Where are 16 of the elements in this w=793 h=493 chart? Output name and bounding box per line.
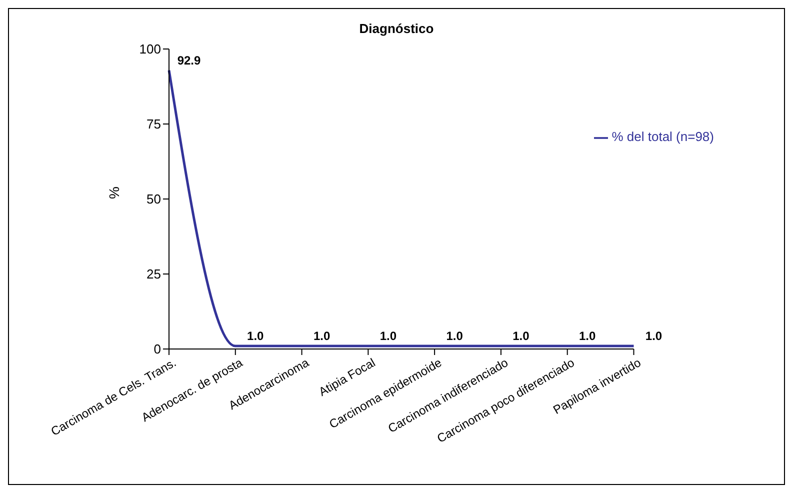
data-label: 1.0 bbox=[645, 329, 662, 343]
data-label: 1.0 bbox=[313, 329, 330, 343]
data-label: 1.0 bbox=[380, 329, 397, 343]
data-label: 1.0 bbox=[446, 329, 464, 343]
y-tick-label: 0 bbox=[154, 342, 161, 357]
y-tick-label: 100 bbox=[139, 42, 161, 57]
y-tick-label: 25 bbox=[146, 266, 161, 282]
data-label: 1.0 bbox=[247, 329, 264, 343]
y-axis-title: % bbox=[106, 186, 122, 199]
chart-title: Diagnóstico bbox=[358, 21, 435, 36]
y-tick-label: 50 bbox=[146, 192, 161, 207]
data-label: 92.9 bbox=[177, 53, 201, 68]
y-tick-label: 75 bbox=[146, 116, 161, 132]
data-label: 1.0 bbox=[579, 329, 596, 343]
data-label: 1.0 bbox=[512, 329, 530, 343]
legend-label: % del total (n=98) bbox=[612, 129, 714, 144]
